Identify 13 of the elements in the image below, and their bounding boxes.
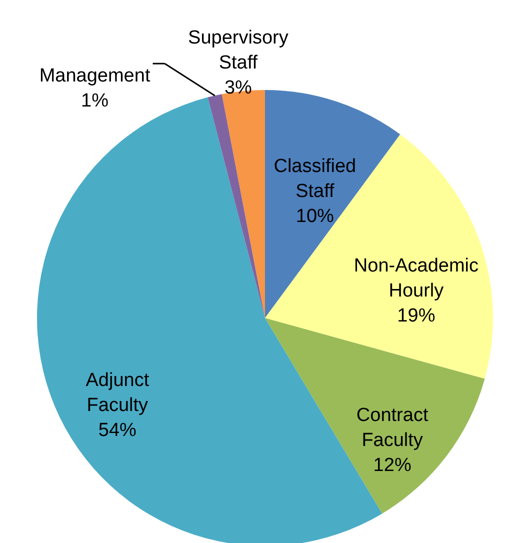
pie-slice (265, 134, 493, 379)
slice-label: Management (39, 66, 151, 87)
slice-label: Non-Academic Hourly (354, 256, 479, 302)
data-label: 12% (373, 454, 412, 476)
data-label: 1% (81, 90, 109, 112)
data-label: 19% (397, 306, 436, 327)
data-label: 54% (98, 420, 137, 441)
slice-label: Contract Faculty (356, 404, 429, 451)
slice-label: Classified Staff (274, 156, 356, 202)
slice-label: Adjunct Faculty (86, 370, 150, 416)
data-label: 10% (296, 206, 334, 227)
slice-label: Supervisory Staff (188, 27, 289, 74)
pie-slice (208, 94, 265, 318)
